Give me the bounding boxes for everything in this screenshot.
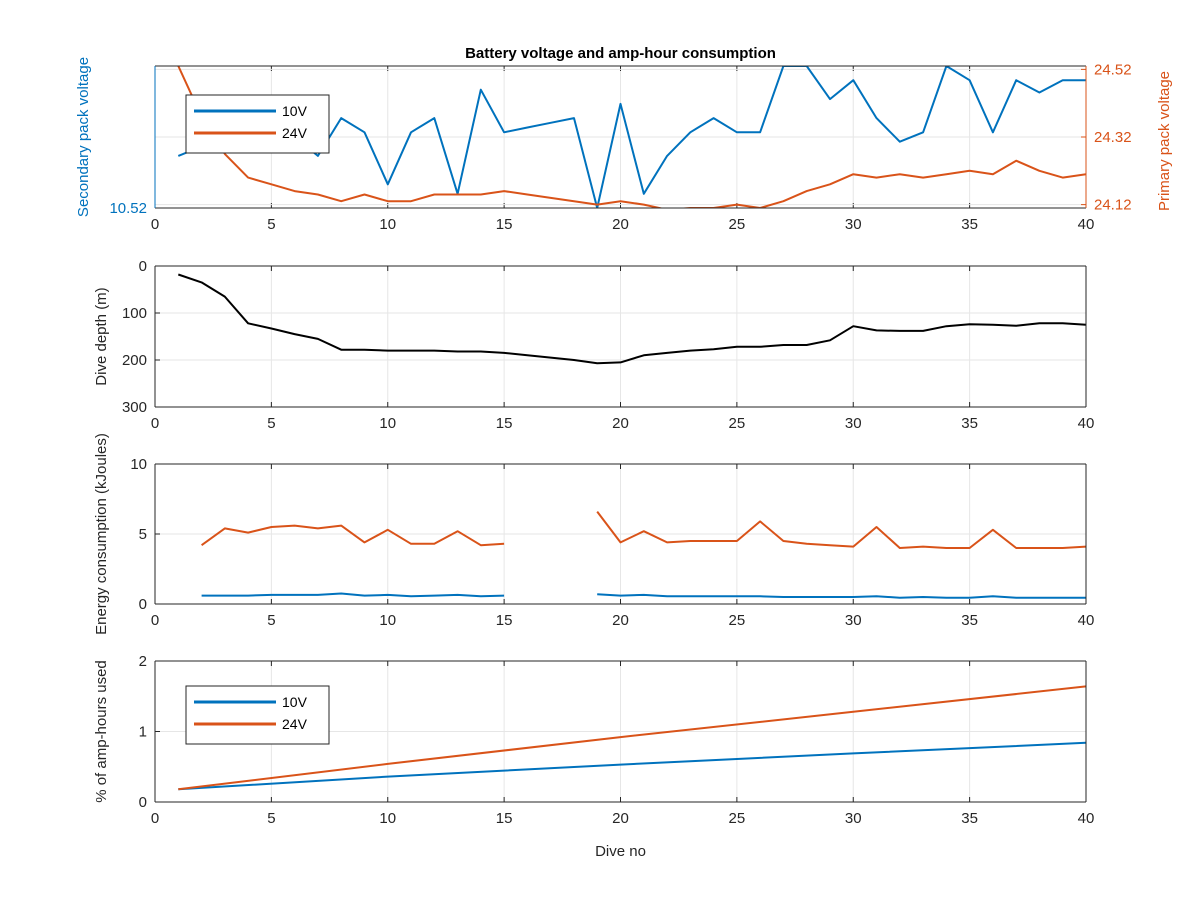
y-axis-label: Secondary pack voltage xyxy=(75,57,92,217)
y-axis-label: Energy consumption (kJoules) xyxy=(93,433,110,635)
y-tick-label: 100 xyxy=(122,305,147,322)
x-tick-label: 15 xyxy=(496,415,513,432)
x-tick-label: 30 xyxy=(845,415,862,432)
series-group xyxy=(178,685,1086,791)
y-right-axis-label: Primary pack voltage xyxy=(1156,71,1173,211)
x-tick-label: 30 xyxy=(845,216,862,233)
legend-label: 10V xyxy=(282,694,308,710)
x-tick-label: 20 xyxy=(612,810,629,827)
x-tick-label: 10 xyxy=(379,810,396,827)
x-tick-label: 25 xyxy=(729,612,746,629)
legend-box xyxy=(185,685,330,745)
y-tick-label: 1 xyxy=(139,724,147,741)
x-tick-label: 35 xyxy=(961,415,978,432)
x-tick-label: 20 xyxy=(612,415,629,432)
y-tick-label: 0 xyxy=(139,794,147,811)
series-line-24v xyxy=(178,685,1086,791)
series-line-24v xyxy=(177,66,1086,208)
x-tick-label: 25 xyxy=(729,415,746,432)
legend-box xyxy=(185,94,330,154)
x-tick-label: 0 xyxy=(151,612,159,629)
series-group xyxy=(177,66,1086,208)
series-line-10v xyxy=(177,66,1086,208)
x-tick-label: 40 xyxy=(1078,810,1095,827)
x-tick-label: 40 xyxy=(1078,216,1095,233)
x-tick-label: 5 xyxy=(267,216,275,233)
series-line-10v xyxy=(178,741,1086,791)
series-line-depth xyxy=(177,273,1086,365)
x-tick-label: 10 xyxy=(379,612,396,629)
panel-2: 0 5 10 15 20 25 30 35 40 0 100 200 300 Dive depth (m) xyxy=(93,258,1094,432)
legend-label: 10V xyxy=(282,103,308,119)
x-tick-label: 40 xyxy=(1078,415,1095,432)
series-line-24v-seg1 xyxy=(201,524,505,547)
y-tick-label: 10.52 xyxy=(109,200,147,217)
x-tick-label: 40 xyxy=(1078,612,1095,629)
series-group xyxy=(201,510,1086,599)
y-tick-label: 300 xyxy=(122,399,147,416)
series-group xyxy=(177,273,1086,365)
panel-3: 0 5 10 15 20 25 30 35 40 0 5 10 Energy consumption (… xyxy=(93,433,1094,635)
x-tick-label: 10 xyxy=(379,216,396,233)
y-tick-label: 200 xyxy=(122,352,147,369)
x-tick-label: 25 xyxy=(729,216,746,233)
x-tick-label: 30 xyxy=(845,612,862,629)
y-right-tick-label: 24.32 xyxy=(1094,129,1132,146)
x-tick-label: 0 xyxy=(151,810,159,827)
x-tick-label: 20 xyxy=(612,612,629,629)
y-tick-label: 5 xyxy=(139,526,147,543)
x-tick-label: 15 xyxy=(496,216,513,233)
x-tick-label: 5 xyxy=(267,415,275,432)
y-tick-label: 2 xyxy=(139,653,147,670)
y-tick-label: 0 xyxy=(139,258,147,275)
x-tick-label: 15 xyxy=(496,612,513,629)
legend-label: 24V xyxy=(282,716,308,732)
y-right-tick-label: 24.12 xyxy=(1094,197,1132,214)
x-tick-label: 5 xyxy=(267,612,275,629)
x-tick-label: 35 xyxy=(961,810,978,827)
x-tick-label: 20 xyxy=(612,216,629,233)
x-tick-label: 0 xyxy=(151,415,159,432)
y-tick-label: 0 xyxy=(139,596,147,613)
x-axis-label: Dive no xyxy=(595,843,646,860)
y-axis-label: Dive depth (m) xyxy=(93,287,110,385)
x-tick-label: 0 xyxy=(151,216,159,233)
panel-1: 0 5 10 15 20 25 30 35 40 10.52 24.12 24.32 24.52 Batt… xyxy=(75,45,1173,233)
x-tick-label: 35 xyxy=(961,216,978,233)
x-tick-label: 15 xyxy=(496,810,513,827)
x-tick-label: 35 xyxy=(961,612,978,629)
x-tick-label: 10 xyxy=(379,415,396,432)
x-tick-label: 25 xyxy=(729,810,746,827)
panel-4: 0 5 10 15 20 25 30 35 40 0 1 2 Dive no % of amp-hours… xyxy=(93,653,1094,860)
chart-title: Battery voltage and amp-hour consumption xyxy=(465,45,776,62)
y-axis-label: % of amp-hours used xyxy=(93,660,110,803)
series-line-10v-seg1 xyxy=(201,592,505,598)
legend-label: 24V xyxy=(282,125,308,141)
x-tick-label: 30 xyxy=(845,810,862,827)
y-right-tick-label: 24.52 xyxy=(1094,61,1132,78)
y-tick-label: 10 xyxy=(130,456,147,473)
x-tick-label: 5 xyxy=(267,810,275,827)
series-line-10v-seg2 xyxy=(597,593,1086,599)
series-line-24v-seg2 xyxy=(596,510,1086,549)
